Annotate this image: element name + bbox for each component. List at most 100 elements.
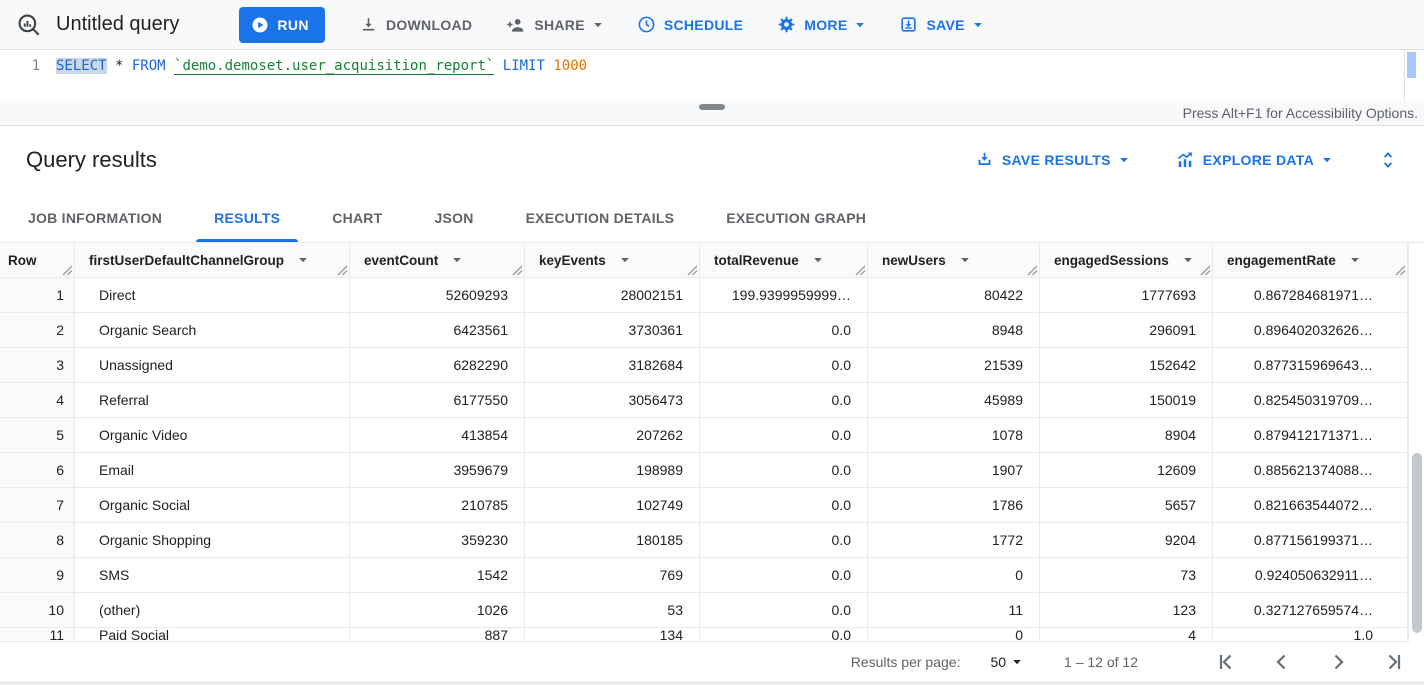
column-header-key-events[interactable]: keyEvents: [525, 243, 700, 278]
column-header-engaged-sessions[interactable]: engagedSessions: [1040, 243, 1213, 278]
column-resize-grip[interactable]: [688, 266, 697, 275]
cell-engagement-rate: 0.877156199371…: [1213, 523, 1408, 558]
sql-keyword-from: FROM: [132, 58, 166, 74]
column-header-engagement-rate[interactable]: engagementRate: [1213, 243, 1408, 278]
cell-engagement-rate: 0.885621374088…: [1213, 453, 1408, 488]
table-scrollbar[interactable]: [1408, 243, 1424, 642]
more-dropdown-caret: [855, 20, 865, 30]
tab-job-information[interactable]: JOB INFORMATION: [2, 193, 188, 242]
save-button[interactable]: SAVE: [899, 15, 982, 34]
column-header-total-revenue[interactable]: totalRevenue: [700, 243, 868, 278]
column-sort-caret[interactable]: [620, 255, 630, 265]
editor-scrollbar-thumb[interactable]: [1407, 52, 1416, 78]
person-add-icon: [506, 15, 526, 35]
results-tab-bar: JOB INFORMATION RESULTS CHART JSON EXECU…: [0, 193, 1424, 243]
table-row: 8 Organic Shopping 359230 180185 0.0 177…: [0, 523, 1408, 558]
editor-scrollbar[interactable]: [1404, 50, 1417, 100]
column-label: firstUserDefaultChannelGroup: [89, 253, 284, 268]
table-row: 3 Unassigned 6282290 3182684 0.0 21539 1…: [0, 348, 1408, 383]
query-results-title: Query results: [26, 147, 157, 173]
sql-keyword-select: SELECT: [56, 58, 107, 74]
column-resize-grip[interactable]: [513, 266, 522, 275]
row-number: 2: [0, 313, 75, 348]
cell-event-count: 359230: [350, 523, 525, 558]
share-dropdown-caret: [593, 20, 603, 30]
download-label: DOWNLOAD: [386, 17, 472, 33]
cell-channel-group: Direct: [75, 278, 350, 313]
page-size-select[interactable]: 50: [990, 654, 1022, 670]
column-label: Row: [8, 253, 37, 268]
first-page-icon[interactable]: [1214, 650, 1238, 674]
cell-new-users: 45989: [868, 383, 1040, 418]
table-row-partial: 11 Paid Social 887 134 0.0 0 4 1.0: [0, 628, 1408, 642]
column-header-new-users[interactable]: newUsers: [868, 243, 1040, 278]
cell-key-events: 102749: [525, 488, 700, 523]
table-row: 7 Organic Social 210785 102749 0.0 1786 …: [0, 488, 1408, 523]
splitter-drag-handle[interactable]: [699, 104, 725, 110]
column-header-event-count[interactable]: eventCount: [350, 243, 525, 278]
column-label: engagedSessions: [1054, 253, 1169, 268]
gear-icon: [777, 15, 796, 34]
column-resize-grip[interactable]: [338, 266, 347, 275]
column-header-channel-group[interactable]: firstUserDefaultChannelGroup: [75, 243, 350, 278]
schedule-label: SCHEDULE: [664, 17, 743, 33]
sql-text[interactable]: SELECT * FROM `demo.demoset.user_acquisi…: [56, 58, 587, 74]
column-sort-caret[interactable]: [960, 255, 970, 265]
run-button[interactable]: RUN: [239, 7, 325, 43]
table-scrollbar-thumb[interactable]: [1412, 453, 1422, 633]
column-resize-grip[interactable]: [1396, 266, 1405, 275]
column-label: newUsers: [882, 253, 946, 268]
cell-engaged-sessions: 4: [1040, 628, 1213, 642]
query-toolbar: Untitled query RUN DOWNLOAD SHARE: [0, 0, 1424, 50]
expand-panel-icon[interactable]: [1378, 150, 1398, 170]
cell-new-users: 1907: [868, 453, 1040, 488]
save-dropdown-caret: [973, 20, 983, 30]
chevron-left-icon[interactable]: [1270, 650, 1294, 674]
tab-execution-graph[interactable]: EXECUTION GRAPH: [700, 193, 892, 242]
cell-total-revenue: 0.0: [700, 488, 868, 523]
tab-results[interactable]: RESULTS: [188, 193, 306, 242]
cell-channel-group: Email: [75, 453, 350, 488]
column-sort-caret[interactable]: [1183, 255, 1193, 265]
tab-chart[interactable]: CHART: [306, 193, 408, 242]
cell-engaged-sessions: 123: [1040, 593, 1213, 628]
column-resize-grip[interactable]: [1201, 266, 1210, 275]
sql-keyword-limit: LIMIT: [503, 58, 545, 74]
more-label: MORE: [804, 17, 847, 33]
download-button[interactable]: DOWNLOAD: [359, 15, 472, 34]
cell-engagement-rate: 0.896402032626…: [1213, 313, 1408, 348]
tab-json[interactable]: JSON: [408, 193, 499, 242]
column-sort-caret[interactable]: [813, 255, 823, 265]
sql-code-line[interactable]: 1 SELECT * FROM `demo.demoset.user_acqui…: [0, 50, 1424, 74]
cell-event-count: 3959679: [350, 453, 525, 488]
column-resize-grip[interactable]: [856, 266, 865, 275]
row-number: 11: [0, 628, 75, 642]
editor-statusbar: Press Alt+F1 for Accessibility Options.: [0, 100, 1424, 126]
save-results-button[interactable]: SAVE RESULTS: [975, 150, 1129, 169]
more-button[interactable]: MORE: [777, 15, 865, 34]
column-label: eventCount: [364, 253, 438, 268]
column-resize-grip[interactable]: [63, 266, 72, 275]
chevron-right-icon[interactable]: [1326, 650, 1350, 674]
schedule-button[interactable]: SCHEDULE: [637, 15, 743, 34]
share-button[interactable]: SHARE: [506, 15, 603, 35]
clock-icon: [637, 15, 656, 34]
cell-new-users: 80422: [868, 278, 1040, 313]
tab-execution-details[interactable]: EXECUTION DETAILS: [500, 193, 701, 242]
cell-key-events: 134: [525, 628, 700, 642]
explore-data-button[interactable]: EXPLORE DATA: [1175, 150, 1332, 170]
column-resize-grip[interactable]: [1028, 266, 1037, 275]
cell-engagement-rate: 0.825450319709…: [1213, 383, 1408, 418]
table-row: 2 Organic Search 6423561 3730361 0.0 894…: [0, 313, 1408, 348]
cell-new-users: 11: [868, 593, 1040, 628]
sql-table-reference[interactable]: `demo.demoset.user_acquisition_report`: [174, 58, 494, 75]
share-label: SHARE: [534, 17, 585, 33]
last-page-icon[interactable]: [1382, 650, 1406, 674]
row-number: 5: [0, 418, 75, 453]
bigquery-query-window: Untitled query RUN DOWNLOAD SHARE: [0, 0, 1424, 685]
query-results-header: Query results SAVE RESULTS: [0, 126, 1424, 193]
sql-editor[interactable]: 1 SELECT * FROM `demo.demoset.user_acqui…: [0, 50, 1424, 100]
column-sort-caret[interactable]: [298, 255, 308, 265]
column-sort-caret[interactable]: [1350, 255, 1360, 265]
column-sort-caret[interactable]: [452, 255, 462, 265]
